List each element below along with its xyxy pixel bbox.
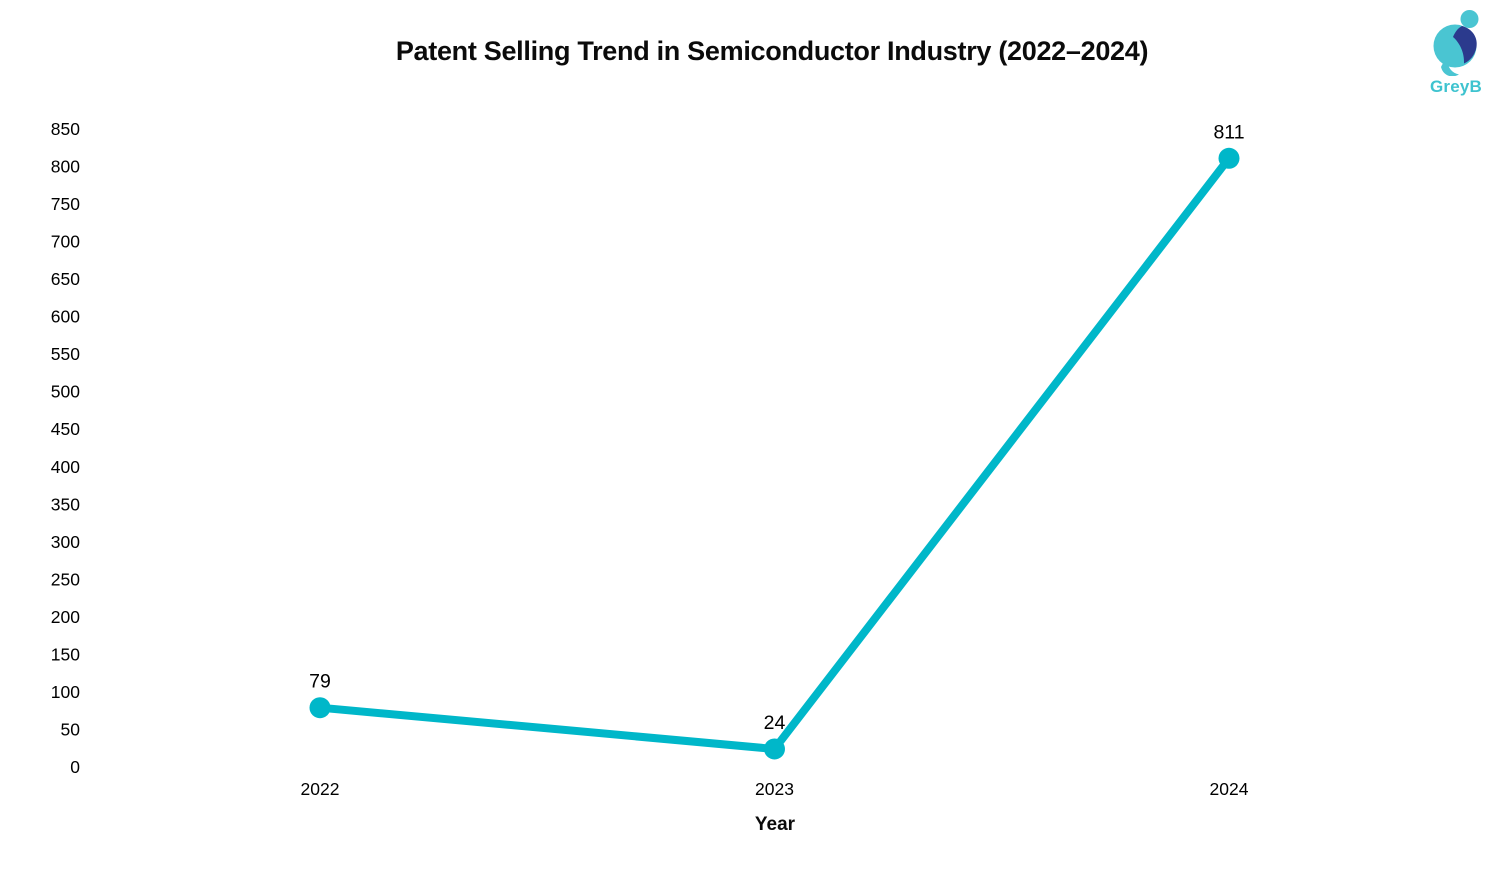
x-tick-label: 2022: [301, 779, 340, 799]
y-tick-label: 700: [51, 232, 80, 252]
data-point-2023: [764, 738, 785, 760]
data-point-2022: [309, 697, 331, 719]
y-tick-label: 250: [51, 569, 80, 589]
y-tick-label: 100: [51, 682, 80, 702]
y-tick-label: 200: [51, 607, 80, 627]
greyb-logo-icon: [1433, 10, 1479, 76]
x-axis-title: Year: [754, 814, 796, 835]
y-tick-label: 0: [70, 757, 80, 777]
y-tick-label: 350: [51, 494, 80, 514]
y-tick-label: 600: [51, 307, 80, 327]
y-tick-label: 500: [51, 382, 80, 402]
data-point-2024: [1218, 147, 1240, 169]
y-tick-label: 550: [51, 344, 80, 364]
y-tick-label: 50: [61, 719, 81, 739]
y-tick-label: 150: [51, 644, 80, 664]
y-tick-label: 650: [51, 269, 80, 289]
logo-navy-crescent: [1453, 26, 1477, 64]
logo-small-circle: [1460, 10, 1479, 28]
data-point-label: 79: [309, 671, 331, 693]
y-tick-label: 300: [51, 532, 80, 552]
x-tick-label: 2023: [755, 779, 794, 799]
data-point-label: 811: [1213, 121, 1244, 143]
chart-title: Patent Selling Trend in Semiconductor In…: [395, 36, 1149, 66]
x-tick-label: 2024: [1210, 779, 1249, 799]
y-tick-label: 400: [51, 457, 80, 477]
trend-line: [316, 154, 1233, 753]
y-tick-label: 800: [51, 157, 80, 177]
greyb-logo: GreyB: [1423, 10, 1489, 97]
greyb-logo-text: GreyB: [1429, 77, 1483, 96]
logo-tail: [1441, 60, 1459, 76]
y-tick-label: 450: [51, 419, 80, 439]
data-point-label: 24: [764, 712, 786, 734]
y-tick-label: 750: [51, 194, 80, 214]
y-tick-label: 850: [51, 119, 80, 139]
